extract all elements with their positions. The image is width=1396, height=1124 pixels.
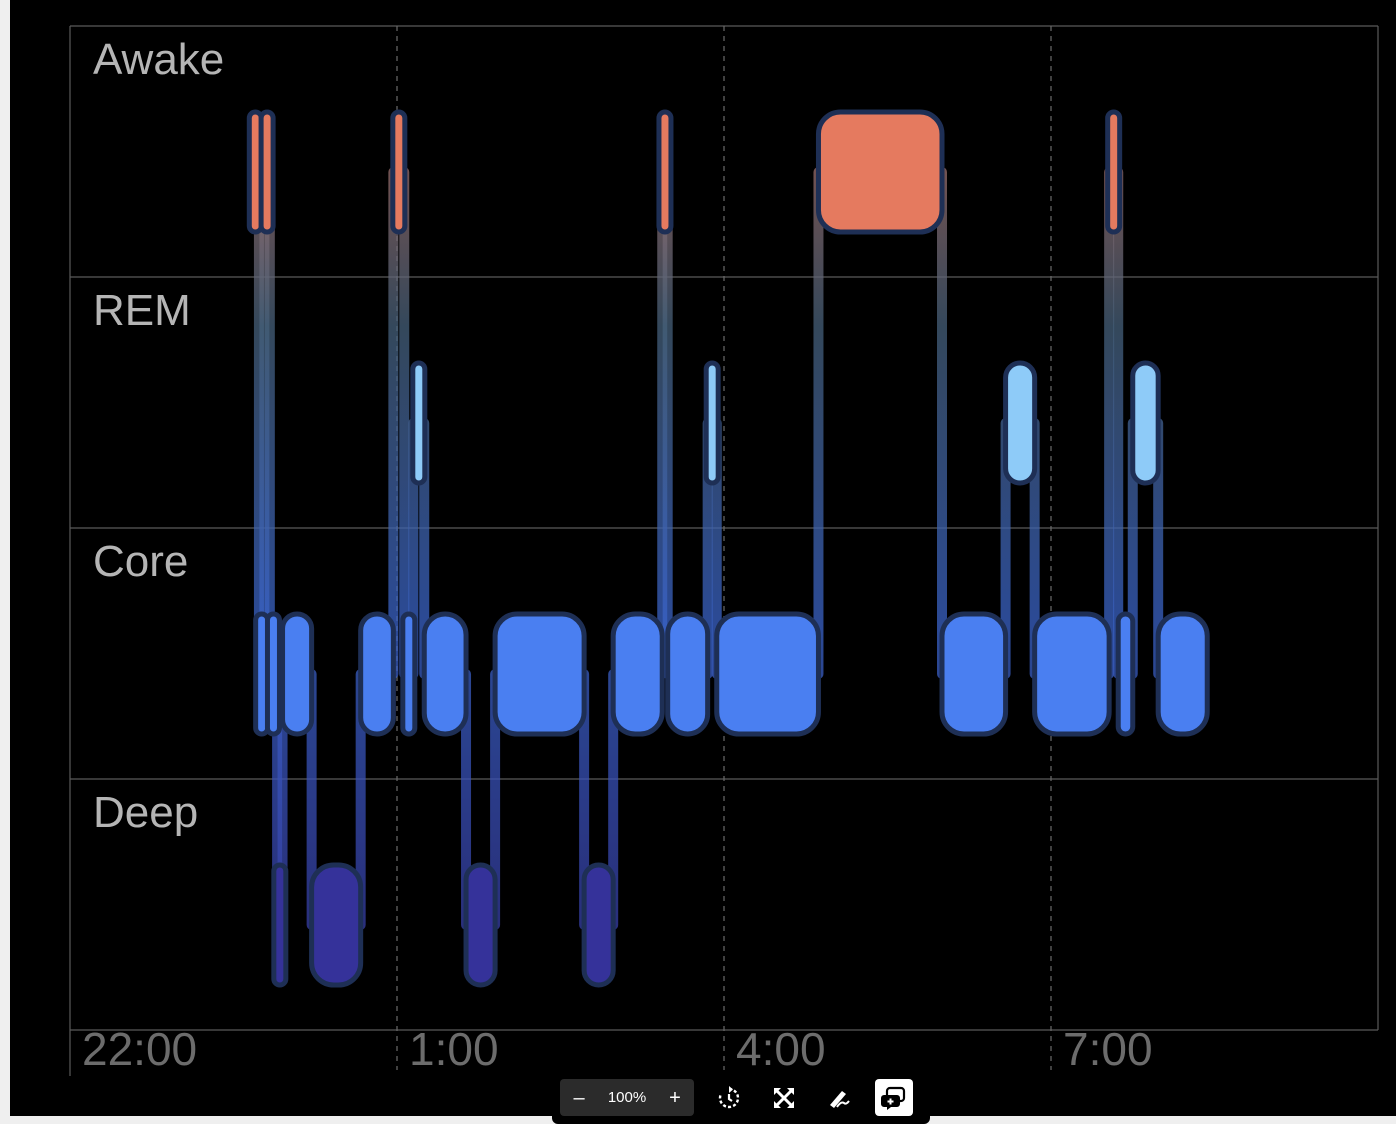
stage-block-awake — [815, 109, 945, 235]
stage-block-awake — [1105, 109, 1123, 235]
viewer-toolbar: – 100% + — [552, 1073, 930, 1124]
stage-block-core — [264, 611, 282, 737]
stage-block-deep — [463, 862, 498, 988]
stage-block-core — [492, 611, 587, 737]
stage-block-awake — [258, 109, 276, 235]
stage-label: Core — [93, 537, 188, 586]
x-tick-label: 1:00 — [409, 1023, 499, 1075]
stage-block-core — [280, 611, 315, 737]
stage-block-deep — [271, 862, 289, 988]
stage-block-core — [1115, 611, 1136, 737]
stage-block-core — [939, 611, 1009, 737]
stage-block-core — [1032, 611, 1112, 737]
stage-block-rem — [410, 360, 428, 486]
zoom-out-button[interactable]: – — [573, 1086, 585, 1109]
stage-label: REM — [93, 286, 191, 335]
x-tick-label: 22:00 — [82, 1023, 197, 1075]
annotate-pen-icon — [830, 1090, 850, 1108]
fit-screen-button[interactable] — [765, 1079, 803, 1116]
x-tick-label: 4:00 — [736, 1023, 826, 1075]
add-comment-button[interactable] — [875, 1079, 913, 1116]
stage-block-rem — [703, 360, 721, 486]
comment-add-icon — [881, 1086, 906, 1110]
stage-block-core — [358, 611, 396, 737]
annotate-button[interactable] — [820, 1079, 858, 1116]
stage-label: Awake — [93, 35, 224, 84]
zoom-in-button[interactable]: + — [669, 1086, 681, 1109]
rotate-icon — [718, 1085, 740, 1108]
stage-block-deep — [581, 862, 616, 988]
stage-block-core — [400, 611, 418, 737]
stage-block-core — [1155, 611, 1210, 737]
stage-block-awake — [656, 109, 674, 235]
x-tick-label: 7:00 — [1063, 1023, 1153, 1075]
stage-block-rem — [1130, 360, 1161, 486]
stage-block-core — [421, 611, 469, 737]
stage-block-core — [610, 611, 665, 737]
zoom-control: – 100% + — [560, 1079, 694, 1116]
fit-screen-icon — [774, 1087, 794, 1108]
chart-stage: Awake REM Core Deep 22:00 1:00 4:00 7:00 — [10, 0, 1396, 1116]
sleep-stage-chart: Awake REM Core Deep 22:00 1:00 4:00 7:00 — [69, 25, 1379, 1076]
stage-block-core — [665, 611, 711, 737]
rotate-button[interactable] — [710, 1079, 748, 1116]
stage-block-rem — [1003, 360, 1038, 486]
stage-block-core — [714, 611, 821, 737]
zoom-level: 100% — [607, 1089, 647, 1106]
stage-label: Deep — [93, 788, 198, 837]
stage-block-deep — [309, 862, 364, 988]
stage-block-awake — [390, 109, 408, 235]
